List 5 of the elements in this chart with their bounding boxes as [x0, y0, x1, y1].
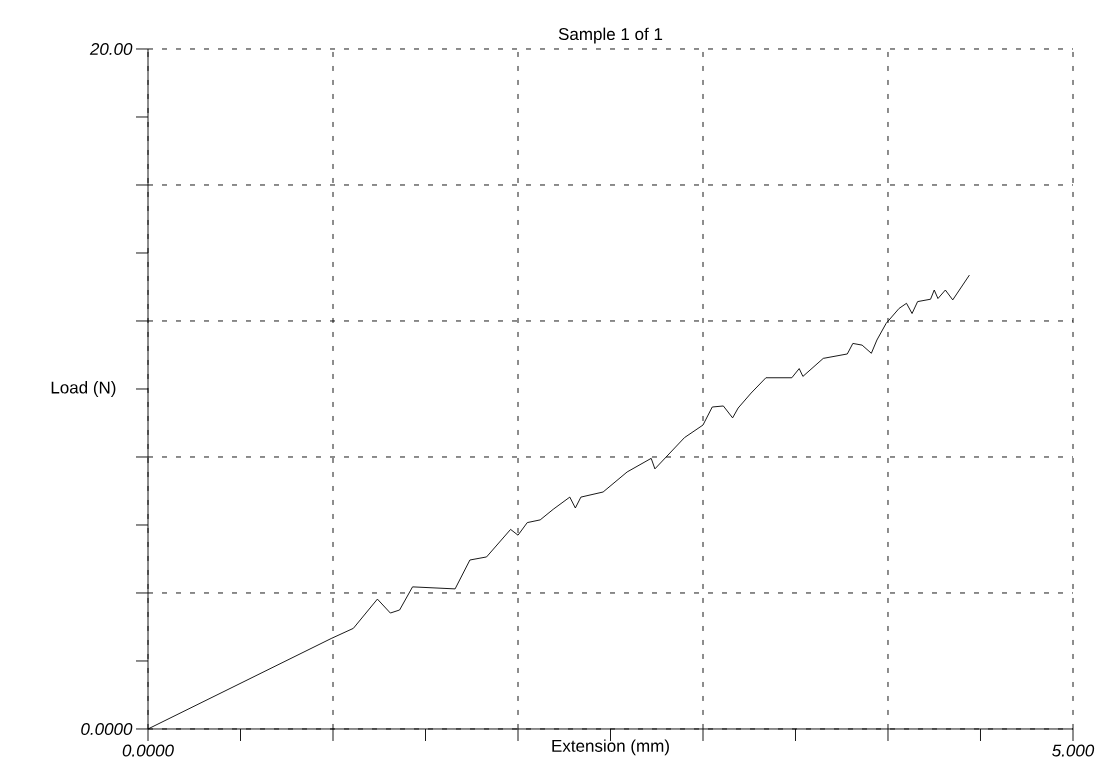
- y-tick-label: 20.00: [89, 42, 133, 56]
- y-axis-title: Load (N): [51, 381, 116, 397]
- x-axis-title: Extension (mm): [552, 739, 669, 756]
- chart-title: Sample 1 of 1: [558, 27, 663, 44]
- x-tick-label: 5.000: [1052, 744, 1095, 757]
